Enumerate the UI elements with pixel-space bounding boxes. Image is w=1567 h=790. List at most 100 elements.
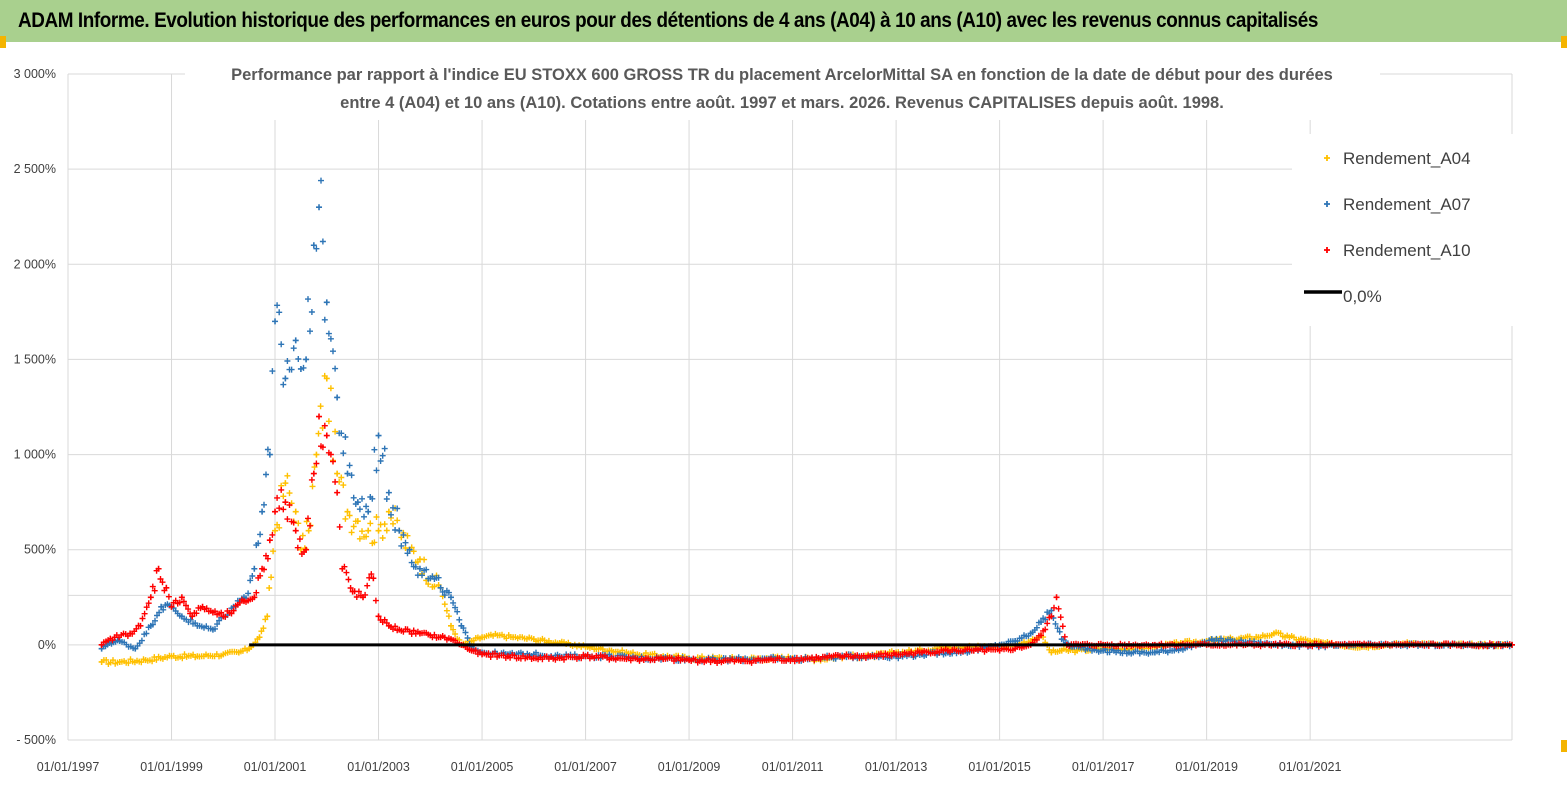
series-rendement-a04 [98, 372, 1515, 667]
data-point [246, 645, 253, 652]
data-point [375, 432, 382, 439]
data-point [370, 575, 377, 582]
data-point [323, 299, 330, 306]
legend-label: Rendement_A07 [1343, 195, 1471, 214]
data-point [427, 575, 434, 582]
data-point [272, 508, 279, 515]
series-rendement-a10 [98, 413, 1515, 666]
data-point [155, 565, 162, 572]
legend-marker [1324, 247, 1330, 253]
legend: Rendement_A04 Rendement_A07 Rendement_A10 0… [1292, 134, 1514, 326]
data-point [147, 622, 154, 629]
x-tick-label: 01/01/2009 [658, 760, 721, 774]
y-tick-label: 1 500% [14, 352, 56, 366]
data-point [163, 584, 170, 591]
data-point [272, 527, 279, 534]
y-tick-label: 0% [38, 638, 56, 652]
data-point [111, 634, 118, 641]
data-point [98, 658, 105, 665]
data-point [416, 630, 423, 637]
data-point [1048, 649, 1055, 656]
data-point [209, 626, 216, 633]
data-point [416, 556, 423, 563]
corner-marker-bottom-right [1561, 740, 1567, 752]
data-point [1100, 647, 1107, 654]
data-point [867, 653, 874, 660]
data-point [1255, 634, 1262, 641]
data-point [396, 626, 403, 633]
data-point [1058, 636, 1065, 643]
data-point [530, 655, 537, 662]
data-point [1058, 647, 1065, 654]
data-point [893, 651, 900, 658]
corner-marker-top-left [0, 36, 6, 48]
legend-marker [1324, 155, 1330, 161]
x-tick-label: 01/01/2013 [865, 760, 928, 774]
y-tick-label: - 500% [16, 733, 56, 747]
legend-marker [1324, 201, 1330, 207]
data-point [147, 594, 154, 601]
data-point [556, 655, 563, 662]
data-point [385, 622, 392, 629]
x-tick-label: 01/01/2021 [1279, 760, 1342, 774]
data-point [582, 653, 589, 660]
data-point [316, 204, 323, 211]
data-point [1270, 630, 1277, 637]
data-point [660, 656, 667, 663]
data-point [349, 588, 356, 595]
data-point [365, 508, 372, 515]
report-title: ADAM Informe. Evolution historique des p… [18, 9, 1318, 32]
data-point [132, 645, 139, 652]
data-point [297, 546, 304, 553]
data-point [282, 480, 289, 487]
x-axis-ticks: 01/01/1997 01/01/1999 01/01/2001 01/01/2003… [37, 760, 1342, 774]
data-point [1012, 645, 1019, 652]
data-point [1126, 649, 1132, 656]
legend-background [1292, 134, 1514, 326]
y-axis-ticks: - 500% 0% 500% 1 000% 1 500% 2 000% 2 500% 3 00… [14, 67, 56, 747]
data-point [447, 594, 454, 601]
data-point [385, 508, 392, 515]
data-point [375, 613, 382, 620]
data-point [259, 508, 266, 515]
data-point [815, 655, 822, 662]
data-point [266, 537, 273, 544]
data-point [1048, 613, 1055, 620]
data-point [256, 634, 263, 641]
data-point [406, 628, 413, 635]
data-point [251, 594, 258, 601]
x-tick-label: 01/01/1999 [140, 760, 203, 774]
data-point [334, 489, 341, 496]
data-point [292, 527, 299, 534]
data-point [282, 375, 289, 382]
data-point [116, 638, 123, 645]
report-banner: ADAM Informe. Evolution historique des p… [0, 0, 1567, 42]
data-point [137, 622, 144, 629]
data-point [1053, 594, 1060, 601]
data-point [1074, 647, 1081, 654]
data-point [711, 658, 718, 665]
data-point [841, 653, 848, 660]
x-tick-label: 01/01/1997 [37, 760, 100, 774]
data-point [344, 470, 351, 477]
data-point [918, 649, 925, 656]
data-point [608, 655, 615, 662]
data-point [479, 651, 486, 658]
data-point [447, 636, 454, 643]
data-point [1012, 638, 1019, 645]
data-point [158, 603, 165, 610]
data-point [303, 356, 310, 363]
data-point [447, 622, 454, 629]
data-point [634, 656, 641, 663]
data-point [344, 508, 351, 515]
corner-marker-top-right [1561, 36, 1567, 48]
data-point [1286, 634, 1293, 641]
data-point [737, 658, 744, 665]
data-point [686, 657, 693, 664]
data-point [316, 413, 323, 420]
data-point [789, 656, 796, 663]
legend-label: Rendement_A10 [1343, 241, 1471, 260]
data-point [339, 565, 346, 572]
data-point [178, 613, 185, 620]
data-point [1208, 636, 1215, 643]
